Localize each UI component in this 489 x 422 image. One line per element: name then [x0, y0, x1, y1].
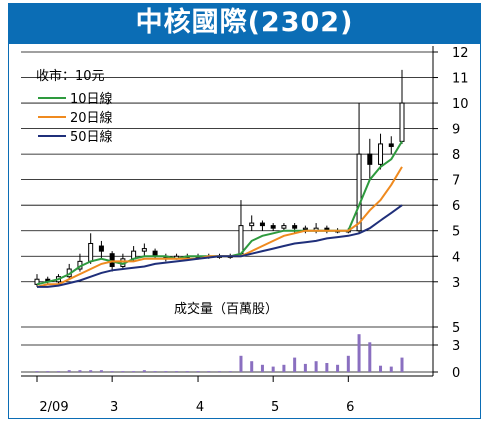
- candle-body: [399, 102, 405, 142]
- candle-body: [356, 153, 362, 232]
- volume-bar: [46, 371, 50, 372]
- volume-bar: [35, 371, 39, 372]
- legend-label: 20日線: [70, 110, 113, 126]
- ma-line: [37, 204, 403, 288]
- volume-bar: [357, 334, 361, 372]
- volume-bar: [379, 365, 383, 372]
- x-tick-label: 6: [346, 400, 354, 415]
- ma-line: [36, 140, 403, 286]
- candle-body: [270, 225, 276, 229]
- ma-line: [36, 166, 403, 288]
- price-tick-label: 11: [452, 72, 469, 87]
- volume-bar: [228, 371, 232, 372]
- volume-bar: [260, 364, 264, 372]
- volume-bar: [185, 371, 189, 372]
- legend-label: 50日線: [70, 129, 113, 145]
- volume-bar: [293, 357, 297, 372]
- volume-bar: [121, 371, 125, 372]
- volume-tick-label: 3: [452, 339, 460, 354]
- volume-bar: [368, 342, 372, 372]
- volume-bar: [336, 364, 340, 372]
- volume-bar: [250, 361, 254, 372]
- legend-label: 10日線: [70, 91, 113, 107]
- volume-bar: [271, 366, 275, 372]
- candle-body: [249, 222, 255, 227]
- volume-bar: [142, 370, 146, 372]
- candle-body: [259, 222, 265, 227]
- volume-bar: [196, 371, 200, 372]
- x-tick-label: 2/09: [39, 400, 68, 415]
- price-tick-label: 8: [452, 148, 460, 163]
- volume-bar: [56, 371, 60, 372]
- candle-body: [34, 278, 40, 285]
- volume-bar: [99, 370, 103, 372]
- volume-bar: [67, 370, 71, 372]
- price-tick-label: 5: [452, 225, 460, 240]
- volume-bar: [389, 366, 393, 372]
- volume-bar: [89, 370, 93, 372]
- chart-box: [8, 43, 481, 419]
- volume-bar: [325, 363, 329, 372]
- title-bar: 中核國際(2302): [8, 3, 481, 43]
- price-tick-label: 3: [452, 276, 460, 291]
- x-tick-label: 5: [271, 400, 279, 415]
- price-tick-label: 12: [452, 46, 469, 61]
- volume-bar: [346, 355, 350, 372]
- volume-bar: [314, 361, 318, 372]
- volume-bar: [282, 364, 286, 372]
- page-title: 中核國際(2302): [135, 7, 354, 38]
- volume-bar: [164, 371, 168, 372]
- volume-layer: [35, 334, 404, 372]
- price-tick-label: 4: [452, 250, 460, 265]
- candle-body: [88, 242, 94, 262]
- volume-bar: [78, 370, 82, 372]
- volume-bar: [132, 371, 136, 372]
- volume-bar: [207, 371, 211, 372]
- price-tick-label: 9: [452, 123, 460, 138]
- candle-body: [98, 245, 104, 252]
- candle-body: [378, 143, 384, 165]
- x-tick-label: 4: [196, 400, 204, 415]
- volume-tick-label: 5: [452, 321, 460, 336]
- volume-bar: [110, 371, 114, 372]
- volume-bar: [303, 363, 307, 372]
- candle-body: [281, 225, 287, 229]
- candle-body: [302, 227, 308, 230]
- candle-layer: [34, 69, 405, 287]
- price-tick-label: 6: [452, 199, 460, 214]
- axis-layer: 3 4 5 6 7 8 9 10 11 12 0 3 5 2/09 3 4 5 6: [21, 46, 469, 415]
- volume-bar: [153, 371, 157, 372]
- candle-body: [292, 225, 298, 229]
- volume-bar: [400, 357, 404, 372]
- volume-bar: [239, 355, 243, 372]
- price-tick-label: 10: [452, 97, 469, 112]
- volume-bar: [218, 371, 221, 372]
- candle-body: [141, 248, 147, 252]
- candle-body: [367, 153, 373, 165]
- volume-tick-label: 0: [452, 366, 460, 381]
- x-tick-label: 3: [110, 400, 118, 415]
- price-label: 收市：10元: [36, 68, 105, 84]
- price-tick-label: 7: [452, 174, 460, 189]
- volume-title: 成交量（百萬股）: [174, 301, 278, 317]
- volume-bar: [175, 371, 179, 372]
- moving-average-layer: [36, 140, 403, 288]
- candle-body: [388, 143, 394, 147]
- candle-body: [238, 225, 244, 255]
